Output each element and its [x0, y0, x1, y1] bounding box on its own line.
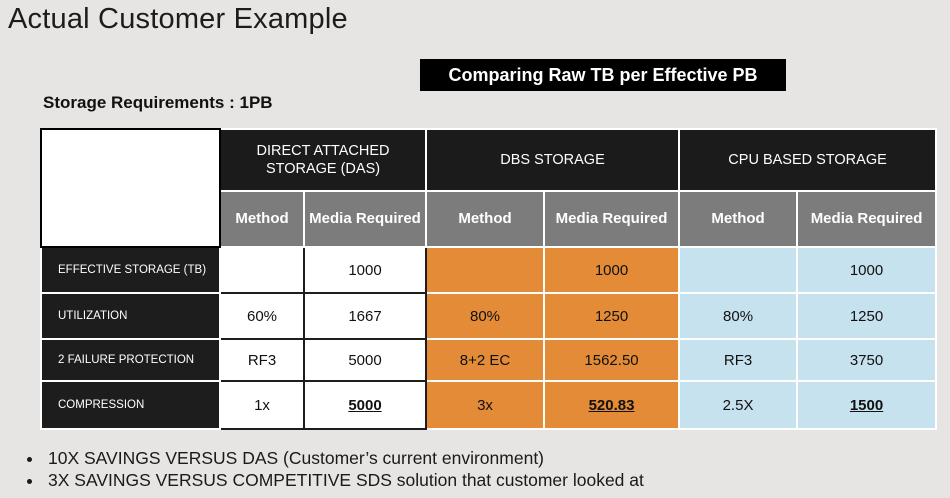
table-cell: RF3: [219, 338, 305, 382]
table-cell: 80%: [425, 292, 546, 340]
table-cell: 80%: [678, 292, 799, 340]
subheader-method: Method: [678, 190, 799, 248]
savings-bullets: 10X SAVINGS VERSUS DAS (Customer’s curre…: [22, 447, 644, 491]
row-label: 2 FAILURE PROTECTION: [40, 338, 221, 382]
group-header-das: DIRECT ATTACHED STORAGE (DAS): [218, 128, 428, 192]
table-cell: 1667: [302, 292, 428, 340]
bullet-item: 10X SAVINGS VERSUS DAS (Customer’s curre…: [44, 447, 644, 469]
slide-title: Actual Customer Example: [8, 3, 348, 35]
table-cell: 5000: [302, 338, 428, 382]
corner-cell: [40, 128, 221, 248]
table-cell: [219, 246, 305, 294]
table-cell: 1250: [543, 292, 681, 340]
table-cell-total: 520.83: [543, 380, 681, 430]
table-row: COMPRESSION 1x 5000 3x 520.83 2.5X 1500: [40, 380, 938, 430]
table-cell: 60%: [219, 292, 305, 340]
table-cell: 2.5X: [678, 380, 799, 430]
table-cell-total: 1500: [796, 380, 938, 430]
row-label: EFFECTIVE STORAGE (TB): [40, 246, 221, 294]
table-cell: 1x: [219, 380, 305, 430]
table-row: EFFECTIVE STORAGE (TB) 1000 1000 1000: [40, 246, 938, 294]
table-cell: 1250: [796, 292, 938, 340]
bullet-item: 3X SAVINGS VERSUS COMPETITIVE SDS soluti…: [44, 469, 644, 491]
table-cell: 3750: [796, 338, 938, 382]
subheader-method: Method: [425, 190, 546, 248]
storage-requirements-label: Storage Requirements : 1PB: [43, 93, 273, 112]
subheader-media-required: Media Required: [543, 190, 681, 248]
comparison-table: DIRECT ATTACHED STORAGE (DAS) DBS STORAG…: [40, 128, 938, 430]
table-cell: [678, 246, 799, 294]
group-header-cpu: CPU BASED STORAGE: [678, 128, 938, 192]
table-cell: 1562.50: [543, 338, 681, 382]
table-cell: 3x: [425, 380, 546, 430]
table-cell: 1000: [796, 246, 938, 294]
table-cell: RF3: [678, 338, 799, 382]
table-cell: 1000: [302, 246, 428, 294]
row-label: COMPRESSION: [40, 380, 221, 430]
subheader-method: Method: [219, 190, 305, 248]
table-cell-total: 5000: [302, 380, 428, 430]
comparison-subtitle: Comparing Raw TB per Effective PB: [420, 59, 786, 91]
table-row: UTILIZATION 60% 1667 80% 1250 80% 1250: [40, 292, 938, 340]
group-header-dbs: DBS STORAGE: [425, 128, 681, 192]
row-label: UTILIZATION: [40, 292, 221, 340]
subheader-media-required: Media Required: [302, 190, 428, 248]
table-cell: [425, 246, 546, 294]
subheader-media-required: Media Required: [796, 190, 938, 248]
table-cell: 8+2 EC: [425, 338, 546, 382]
table-row: 2 FAILURE PROTECTION RF3 5000 8+2 EC 156…: [40, 338, 938, 382]
table-cell: 1000: [543, 246, 681, 294]
